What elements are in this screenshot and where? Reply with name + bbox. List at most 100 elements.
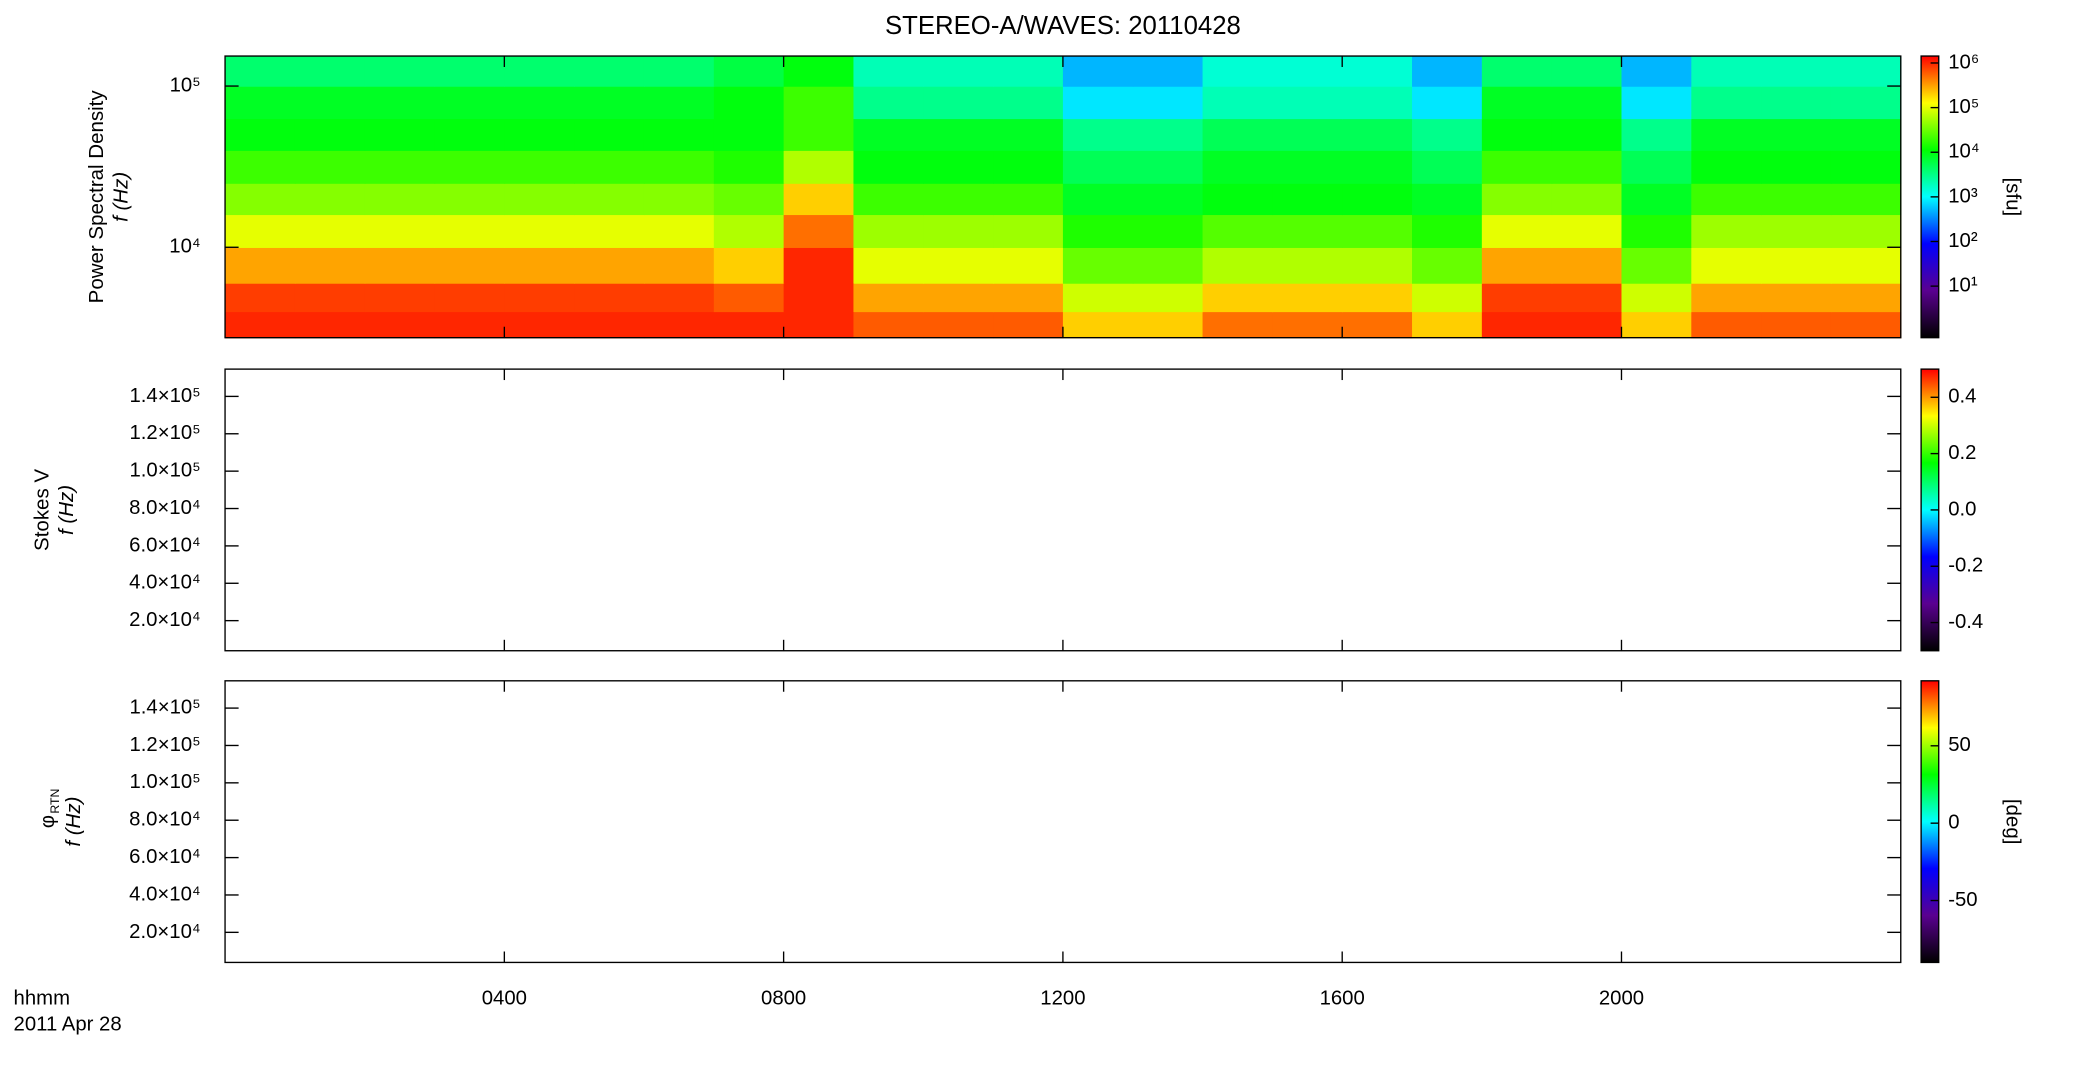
heatmap-cell: [504, 283, 575, 313]
heatmap-cell: [294, 283, 366, 313]
colorbar-label: [sfu]: [2002, 177, 2024, 216]
heatmap-cell: [1202, 183, 1274, 216]
heatmap-cell: [225, 150, 296, 184]
heatmap-cell: [923, 150, 994, 184]
heatmap-cell: [1202, 311, 1274, 339]
heatmap-cell: [294, 150, 366, 184]
heatmap-cell: [225, 247, 296, 284]
heatmap-cell: [1272, 311, 1343, 339]
heatmap-cell: [643, 150, 715, 184]
heatmap-cell: [1481, 56, 1553, 87]
colorbar-tick-label: -0.4: [1948, 611, 1983, 633]
heatmap-cell: [574, 283, 645, 313]
heatmap-cell: [1272, 150, 1343, 184]
heatmap-cell: [1412, 150, 1483, 184]
heatmap-cell: [294, 311, 366, 339]
heatmap-cell: [1272, 214, 1343, 248]
heatmap-cell: [1342, 118, 1413, 151]
heatmap-cell: [1342, 183, 1413, 216]
heatmap-cell: [1132, 214, 1204, 248]
heatmap-cell: [1551, 311, 1623, 339]
heatmap-cell: [364, 56, 436, 87]
heatmap-cell: [1551, 283, 1623, 313]
heatmap-cell: [993, 214, 1064, 248]
plot-frame: [224, 368, 1902, 652]
heatmap-cell: [1062, 183, 1134, 216]
heatmap-cell: [713, 214, 785, 248]
x-tick-label: 0800: [761, 988, 806, 1010]
heatmap-cell: [294, 86, 366, 120]
heatmap-cell: [574, 56, 645, 87]
heatmap-cell: [783, 56, 855, 87]
heatmap-cell: [1761, 283, 1832, 313]
heatmap-cell: [643, 86, 715, 120]
heatmap-cell: [993, 86, 1064, 120]
heatmap-cell: [1551, 247, 1623, 284]
heatmap-cell: [1412, 56, 1483, 87]
heatmap-cell: [1202, 118, 1274, 151]
y-tick-label: 6.0×10⁴: [129, 846, 200, 868]
heatmap-cell: [643, 118, 715, 151]
heatmap-cell: [504, 214, 575, 248]
heatmap-cell: [643, 214, 715, 248]
heatmap-cell: [434, 214, 506, 248]
heatmap-cell: [643, 56, 715, 87]
colorbar-tick-label: 10⁴: [1948, 141, 1979, 163]
heatmap-cell: [993, 150, 1064, 184]
y-tick-label: 8.0×10⁴: [129, 809, 200, 831]
heatmap-cell: [1132, 283, 1204, 313]
heatmap-cell: [713, 247, 785, 284]
heatmap-cell: [1551, 150, 1623, 184]
heatmap-cell: [1691, 214, 1762, 248]
colorbar-label: [deg]: [2002, 799, 2024, 845]
heatmap-cell: [1132, 56, 1204, 87]
heatmap-cell: [1272, 283, 1343, 313]
y-tick-label: 1.0×10⁵: [129, 459, 200, 481]
heatmap-cell: [364, 247, 436, 284]
heatmap-cell: [853, 183, 924, 216]
heatmap-cell: [364, 311, 436, 339]
heatmap-cell: [1062, 311, 1134, 339]
heatmap-cell: [225, 56, 296, 87]
heatmap-cell: [1202, 56, 1274, 87]
heatmap-cell: [1202, 150, 1274, 184]
heatmap-cell: [504, 247, 575, 284]
x-tick-label: 1200: [1040, 988, 1085, 1010]
heatmap-cell: [1761, 311, 1832, 339]
heatmap-cell: [1621, 150, 1692, 184]
heatmap-cell: [1551, 214, 1623, 248]
heatmap-cell: [713, 86, 785, 120]
colorbar-tick-label: 10¹: [1948, 274, 1978, 296]
heatmap-cell: [1830, 86, 1902, 120]
heatmap-cell: [1062, 56, 1134, 87]
heatmap-cell: [713, 56, 785, 87]
heatmap-cell: [993, 56, 1064, 87]
heatmap-cell: [923, 311, 994, 339]
colorbar-tick-label: 10³: [1948, 185, 1978, 207]
heatmap-cell: [1132, 311, 1204, 339]
heatmap-cell: [643, 283, 715, 313]
heatmap-cell: [1481, 311, 1553, 339]
y-tick-label: 10⁴: [169, 236, 200, 258]
y-tick-label: 1.2×10⁵: [129, 734, 200, 756]
heatmap-cell: [1621, 214, 1692, 248]
colorbar-tick-label: 50: [1948, 734, 1971, 756]
heatmap-cell: [1062, 283, 1134, 313]
heatmap-cell: [993, 311, 1064, 339]
heatmap-cell: [1761, 183, 1832, 216]
heatmap-cell: [434, 56, 506, 87]
heatmap-cell: [1830, 150, 1902, 184]
heatmap-cell: [1621, 86, 1692, 120]
y-tick-label: 4.0×10⁴: [129, 572, 200, 594]
heatmap-cell: [434, 247, 506, 284]
heatmap-cell: [1062, 118, 1134, 151]
y-axis-label: f (Hz): [110, 172, 132, 222]
heatmap-cell: [643, 247, 715, 284]
y-tick-label: 8.0×10⁴: [129, 497, 200, 519]
heatmap-cell: [1202, 283, 1274, 313]
heatmap-cell: [1691, 247, 1762, 284]
y-tick-label: 4.0×10⁴: [129, 883, 200, 905]
heatmap-cell: [1481, 283, 1553, 313]
colorbar-tick-label: 10²: [1948, 230, 1978, 252]
heatmap-cell: [1342, 56, 1413, 87]
